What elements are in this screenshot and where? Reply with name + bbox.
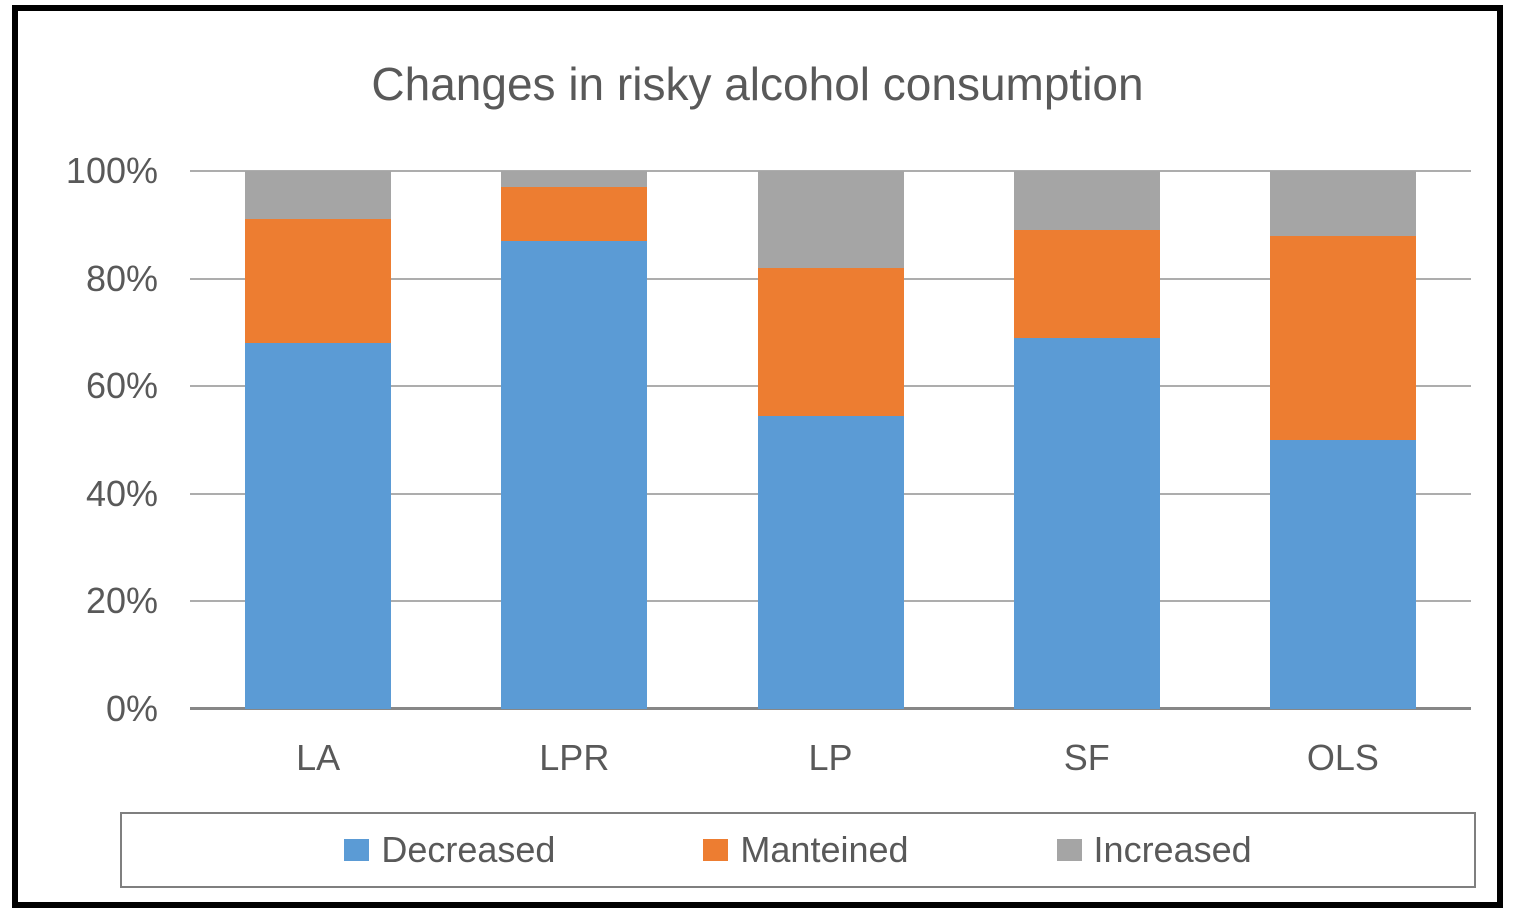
bar-segment-SF-increased	[1013, 171, 1160, 231]
gridline-100%	[190, 170, 1471, 172]
legend-label-increased: Increased	[1093, 829, 1252, 870]
bar-segment-LPR-increased	[501, 171, 648, 188]
x-tick-label-LA: LA	[296, 737, 341, 778]
bar-segment-LA-decreased	[245, 343, 392, 709]
legend-marker-manteined	[703, 839, 729, 861]
y-tick-label-40%: 40%	[85, 472, 158, 514]
x-tick-label-LPR: LPR	[539, 737, 610, 778]
bar-segment-SF-decreased	[1013, 337, 1160, 709]
bar-segment-LPR-manteined	[501, 187, 648, 241]
legend-item-manteined: Manteined	[703, 829, 909, 871]
bar-segment-LP-decreased	[757, 415, 904, 709]
chart-title: Changes in risky alcohol consumption	[371, 58, 1144, 110]
bar-SF	[1013, 171, 1160, 709]
plot-area	[190, 170, 1471, 710]
bar-segment-LA-manteined	[245, 219, 392, 344]
y-axis-labels: 0% 20% 40% 60% 80% 100%	[18, 150, 158, 729]
y-tick-label-20%: 20%	[85, 580, 158, 622]
bar-segment-SF-manteined	[1013, 230, 1160, 338]
bar-segment-LA-increased	[245, 171, 392, 220]
legend-label-decreased: Decreased	[381, 829, 556, 870]
x-tick-label-OLS: OLS	[1306, 737, 1379, 778]
legend: Decreased Manteined Increased	[120, 812, 1476, 888]
y-tick-label-100%: 100%	[65, 150, 158, 191]
y-tick-label-60%: 60%	[85, 365, 158, 407]
y-tick-label-0%: 0%	[105, 688, 158, 729]
bar-segment-LP-increased	[757, 171, 904, 268]
bar-segment-LPR-decreased	[501, 240, 648, 709]
bar-segment-OLS-decreased	[1269, 440, 1416, 709]
legend-marker-increased	[1056, 839, 1082, 861]
bar-LPR	[501, 171, 648, 709]
bar-OLS	[1269, 171, 1416, 709]
legend-marker-decreased	[344, 839, 370, 861]
x-tick-label-LP: LP	[808, 737, 853, 778]
legend-item-decreased: Decreased	[344, 829, 555, 871]
bar-segment-OLS-manteined	[1269, 235, 1416, 440]
chart-frame: Changes in risky alcohol consumption 0% 2…	[12, 5, 1503, 908]
x-tick-label-SF: SF	[1063, 737, 1110, 778]
legend-item-increased: Increased	[1056, 829, 1252, 871]
bar-segment-OLS-increased	[1269, 171, 1416, 236]
y-tick-label-80%: 80%	[85, 257, 158, 299]
bar-LA	[245, 171, 392, 709]
bar-LP	[757, 171, 904, 709]
legend-label-manteined: Manteined	[740, 829, 909, 870]
bar-segment-LP-manteined	[757, 267, 904, 416]
x-axis-labels: LA LPR LP SF OLS	[190, 737, 1471, 779]
